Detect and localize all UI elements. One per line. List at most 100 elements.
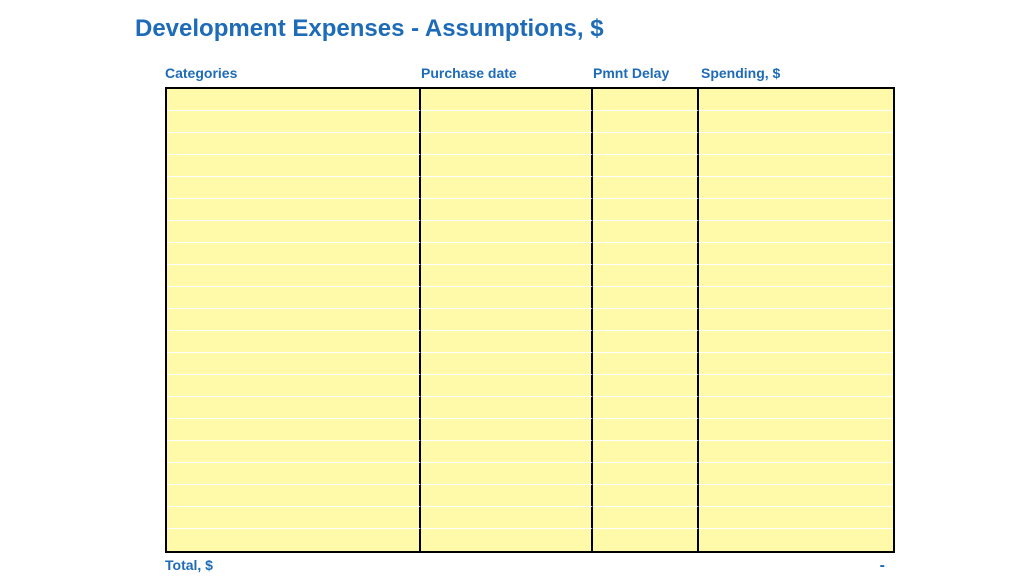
table-row[interactable] <box>167 199 893 221</box>
table-cell[interactable] <box>593 265 699 287</box>
table-cell[interactable] <box>699 243 893 265</box>
table-cell[interactable] <box>699 353 893 375</box>
table-cell[interactable] <box>167 441 421 463</box>
table-cell[interactable] <box>699 485 893 507</box>
table-cell[interactable] <box>593 133 699 155</box>
table-cell[interactable] <box>593 89 699 111</box>
table-cell[interactable] <box>699 133 893 155</box>
table-cell[interactable] <box>167 155 421 177</box>
table-cell[interactable] <box>593 507 699 529</box>
table-cell[interactable] <box>167 221 421 243</box>
table-row[interactable] <box>167 507 893 529</box>
table-cell[interactable] <box>421 441 593 463</box>
table-cell[interactable] <box>421 419 593 441</box>
table-cell[interactable] <box>421 265 593 287</box>
table-row[interactable] <box>167 287 893 309</box>
table-cell[interactable] <box>593 309 699 331</box>
table-cell[interactable] <box>421 485 593 507</box>
table-cell[interactable] <box>593 221 699 243</box>
table-cell[interactable] <box>593 111 699 133</box>
table-cell[interactable] <box>699 89 893 111</box>
table-cell[interactable] <box>421 507 593 529</box>
table-cell[interactable] <box>593 287 699 309</box>
table-cell[interactable] <box>699 441 893 463</box>
table-cell[interactable] <box>421 221 593 243</box>
table-row[interactable] <box>167 529 893 551</box>
table-cell[interactable] <box>421 155 593 177</box>
table-cell[interactable] <box>593 529 699 551</box>
table-row[interactable] <box>167 111 893 133</box>
table-cell[interactable] <box>593 441 699 463</box>
table-cell[interactable] <box>421 375 593 397</box>
table-cell[interactable] <box>593 375 699 397</box>
table-row[interactable] <box>167 243 893 265</box>
table-row[interactable] <box>167 89 893 111</box>
table-cell[interactable] <box>699 419 893 441</box>
table-cell[interactable] <box>421 463 593 485</box>
table-cell[interactable] <box>167 111 421 133</box>
table-cell[interactable] <box>421 353 593 375</box>
table-cell[interactable] <box>421 397 593 419</box>
table-cell[interactable] <box>699 111 893 133</box>
table-cell[interactable] <box>593 419 699 441</box>
table-cell[interactable] <box>167 265 421 287</box>
table-cell[interactable] <box>167 529 421 551</box>
table-cell[interactable] <box>167 331 421 353</box>
table-cell[interactable] <box>421 529 593 551</box>
table-cell[interactable] <box>699 287 893 309</box>
table-cell[interactable] <box>699 221 893 243</box>
table-row[interactable] <box>167 485 893 507</box>
table-row[interactable] <box>167 463 893 485</box>
table-cell[interactable] <box>421 287 593 309</box>
table-cell[interactable] <box>593 243 699 265</box>
table-row[interactable] <box>167 419 893 441</box>
table-row[interactable] <box>167 353 893 375</box>
table-cell[interactable] <box>593 353 699 375</box>
table-row[interactable] <box>167 177 893 199</box>
table-cell[interactable] <box>421 177 593 199</box>
table-cell[interactable] <box>699 529 893 551</box>
table-cell[interactable] <box>699 155 893 177</box>
table-cell[interactable] <box>699 375 893 397</box>
table-cell[interactable] <box>421 111 593 133</box>
table-cell[interactable] <box>421 243 593 265</box>
table-cell[interactable] <box>167 89 421 111</box>
table-row[interactable] <box>167 155 893 177</box>
table-cell[interactable] <box>421 331 593 353</box>
table-row[interactable] <box>167 221 893 243</box>
table-cell[interactable] <box>593 463 699 485</box>
table-cell[interactable] <box>593 485 699 507</box>
table-cell[interactable] <box>167 375 421 397</box>
table-cell[interactable] <box>593 177 699 199</box>
table-row[interactable] <box>167 441 893 463</box>
table-cell[interactable] <box>167 309 421 331</box>
table-cell[interactable] <box>699 177 893 199</box>
table-cell[interactable] <box>167 397 421 419</box>
table-cell[interactable] <box>167 463 421 485</box>
table-cell[interactable] <box>421 199 593 221</box>
table-cell[interactable] <box>421 133 593 155</box>
table-cell[interactable] <box>593 331 699 353</box>
table-cell[interactable] <box>167 177 421 199</box>
table-cell[interactable] <box>593 199 699 221</box>
table-cell[interactable] <box>167 287 421 309</box>
table-cell[interactable] <box>593 155 699 177</box>
table-cell[interactable] <box>593 397 699 419</box>
table-row[interactable] <box>167 309 893 331</box>
table-cell[interactable] <box>167 419 421 441</box>
table-cell[interactable] <box>699 309 893 331</box>
table-cell[interactable] <box>167 243 421 265</box>
table-cell[interactable] <box>699 265 893 287</box>
table-cell[interactable] <box>167 507 421 529</box>
table-cell[interactable] <box>421 309 593 331</box>
table-cell[interactable] <box>167 485 421 507</box>
table-row[interactable] <box>167 265 893 287</box>
table-cell[interactable] <box>421 89 593 111</box>
table-cell[interactable] <box>699 331 893 353</box>
table-row[interactable] <box>167 375 893 397</box>
table-cell[interactable] <box>167 133 421 155</box>
table-cell[interactable] <box>699 507 893 529</box>
table-row[interactable] <box>167 331 893 353</box>
table-row[interactable] <box>167 133 893 155</box>
table-cell[interactable] <box>699 397 893 419</box>
